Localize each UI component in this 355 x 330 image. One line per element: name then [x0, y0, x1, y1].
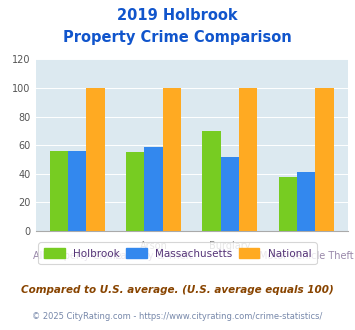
Bar	[239, 88, 257, 231]
Bar	[315, 88, 334, 231]
Text: Motor Vehicle Theft: Motor Vehicle Theft	[259, 251, 354, 261]
Bar	[126, 152, 144, 231]
Text: 2019 Holbrook: 2019 Holbrook	[117, 8, 238, 23]
Bar	[297, 172, 315, 231]
Text: Property Crime Comparison: Property Crime Comparison	[63, 30, 292, 45]
Text: Arson: Arson	[140, 241, 168, 251]
Bar	[279, 177, 297, 231]
Bar	[144, 147, 163, 231]
Text: Burglary: Burglary	[209, 241, 251, 251]
Legend: Holbrook, Massachusetts, National: Holbrook, Massachusetts, National	[38, 243, 317, 264]
Bar	[221, 157, 239, 231]
Bar	[68, 151, 86, 231]
Text: © 2025 CityRating.com - https://www.cityrating.com/crime-statistics/: © 2025 CityRating.com - https://www.city…	[32, 312, 323, 321]
Text: All Property Crime: All Property Crime	[33, 251, 121, 261]
Text: Larceny & Theft: Larceny & Theft	[115, 251, 192, 261]
Bar	[50, 151, 68, 231]
Bar	[202, 131, 221, 231]
Bar	[163, 88, 181, 231]
Bar	[86, 88, 105, 231]
Text: Compared to U.S. average. (U.S. average equals 100): Compared to U.S. average. (U.S. average …	[21, 285, 334, 295]
